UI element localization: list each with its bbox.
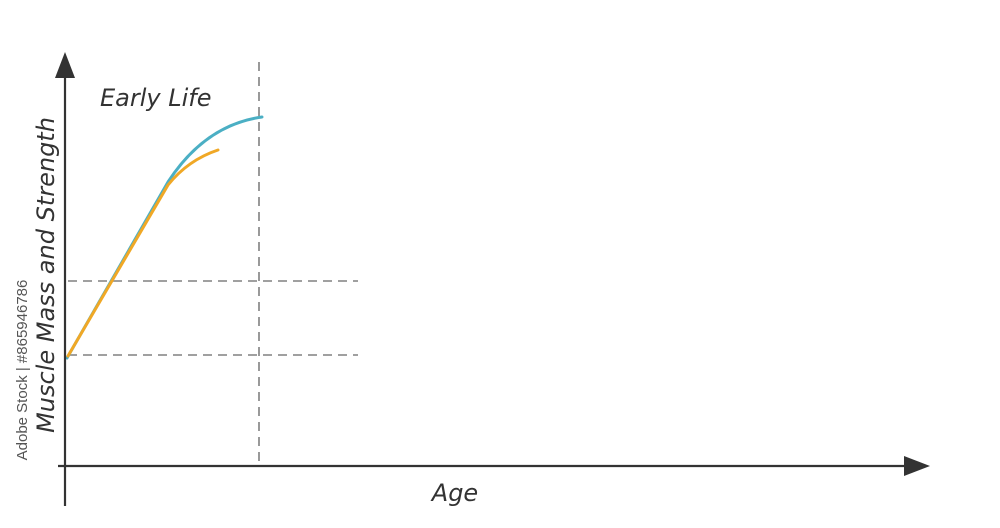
axes: [55, 52, 930, 506]
region-label: Early Life: [100, 84, 212, 112]
guide-lines: [68, 62, 358, 466]
watermark: Adobe Stock | #865946786: [14, 280, 31, 461]
y-axis-arrow-icon: [55, 52, 75, 78]
upper-curve: [65, 115, 264, 360]
x-axis-arrow-icon: [904, 456, 930, 476]
y-axis-label: Muscle Mass and Strength: [32, 117, 60, 433]
lower-curve: [66, 148, 220, 358]
x-axis-label: Age: [430, 479, 478, 507]
